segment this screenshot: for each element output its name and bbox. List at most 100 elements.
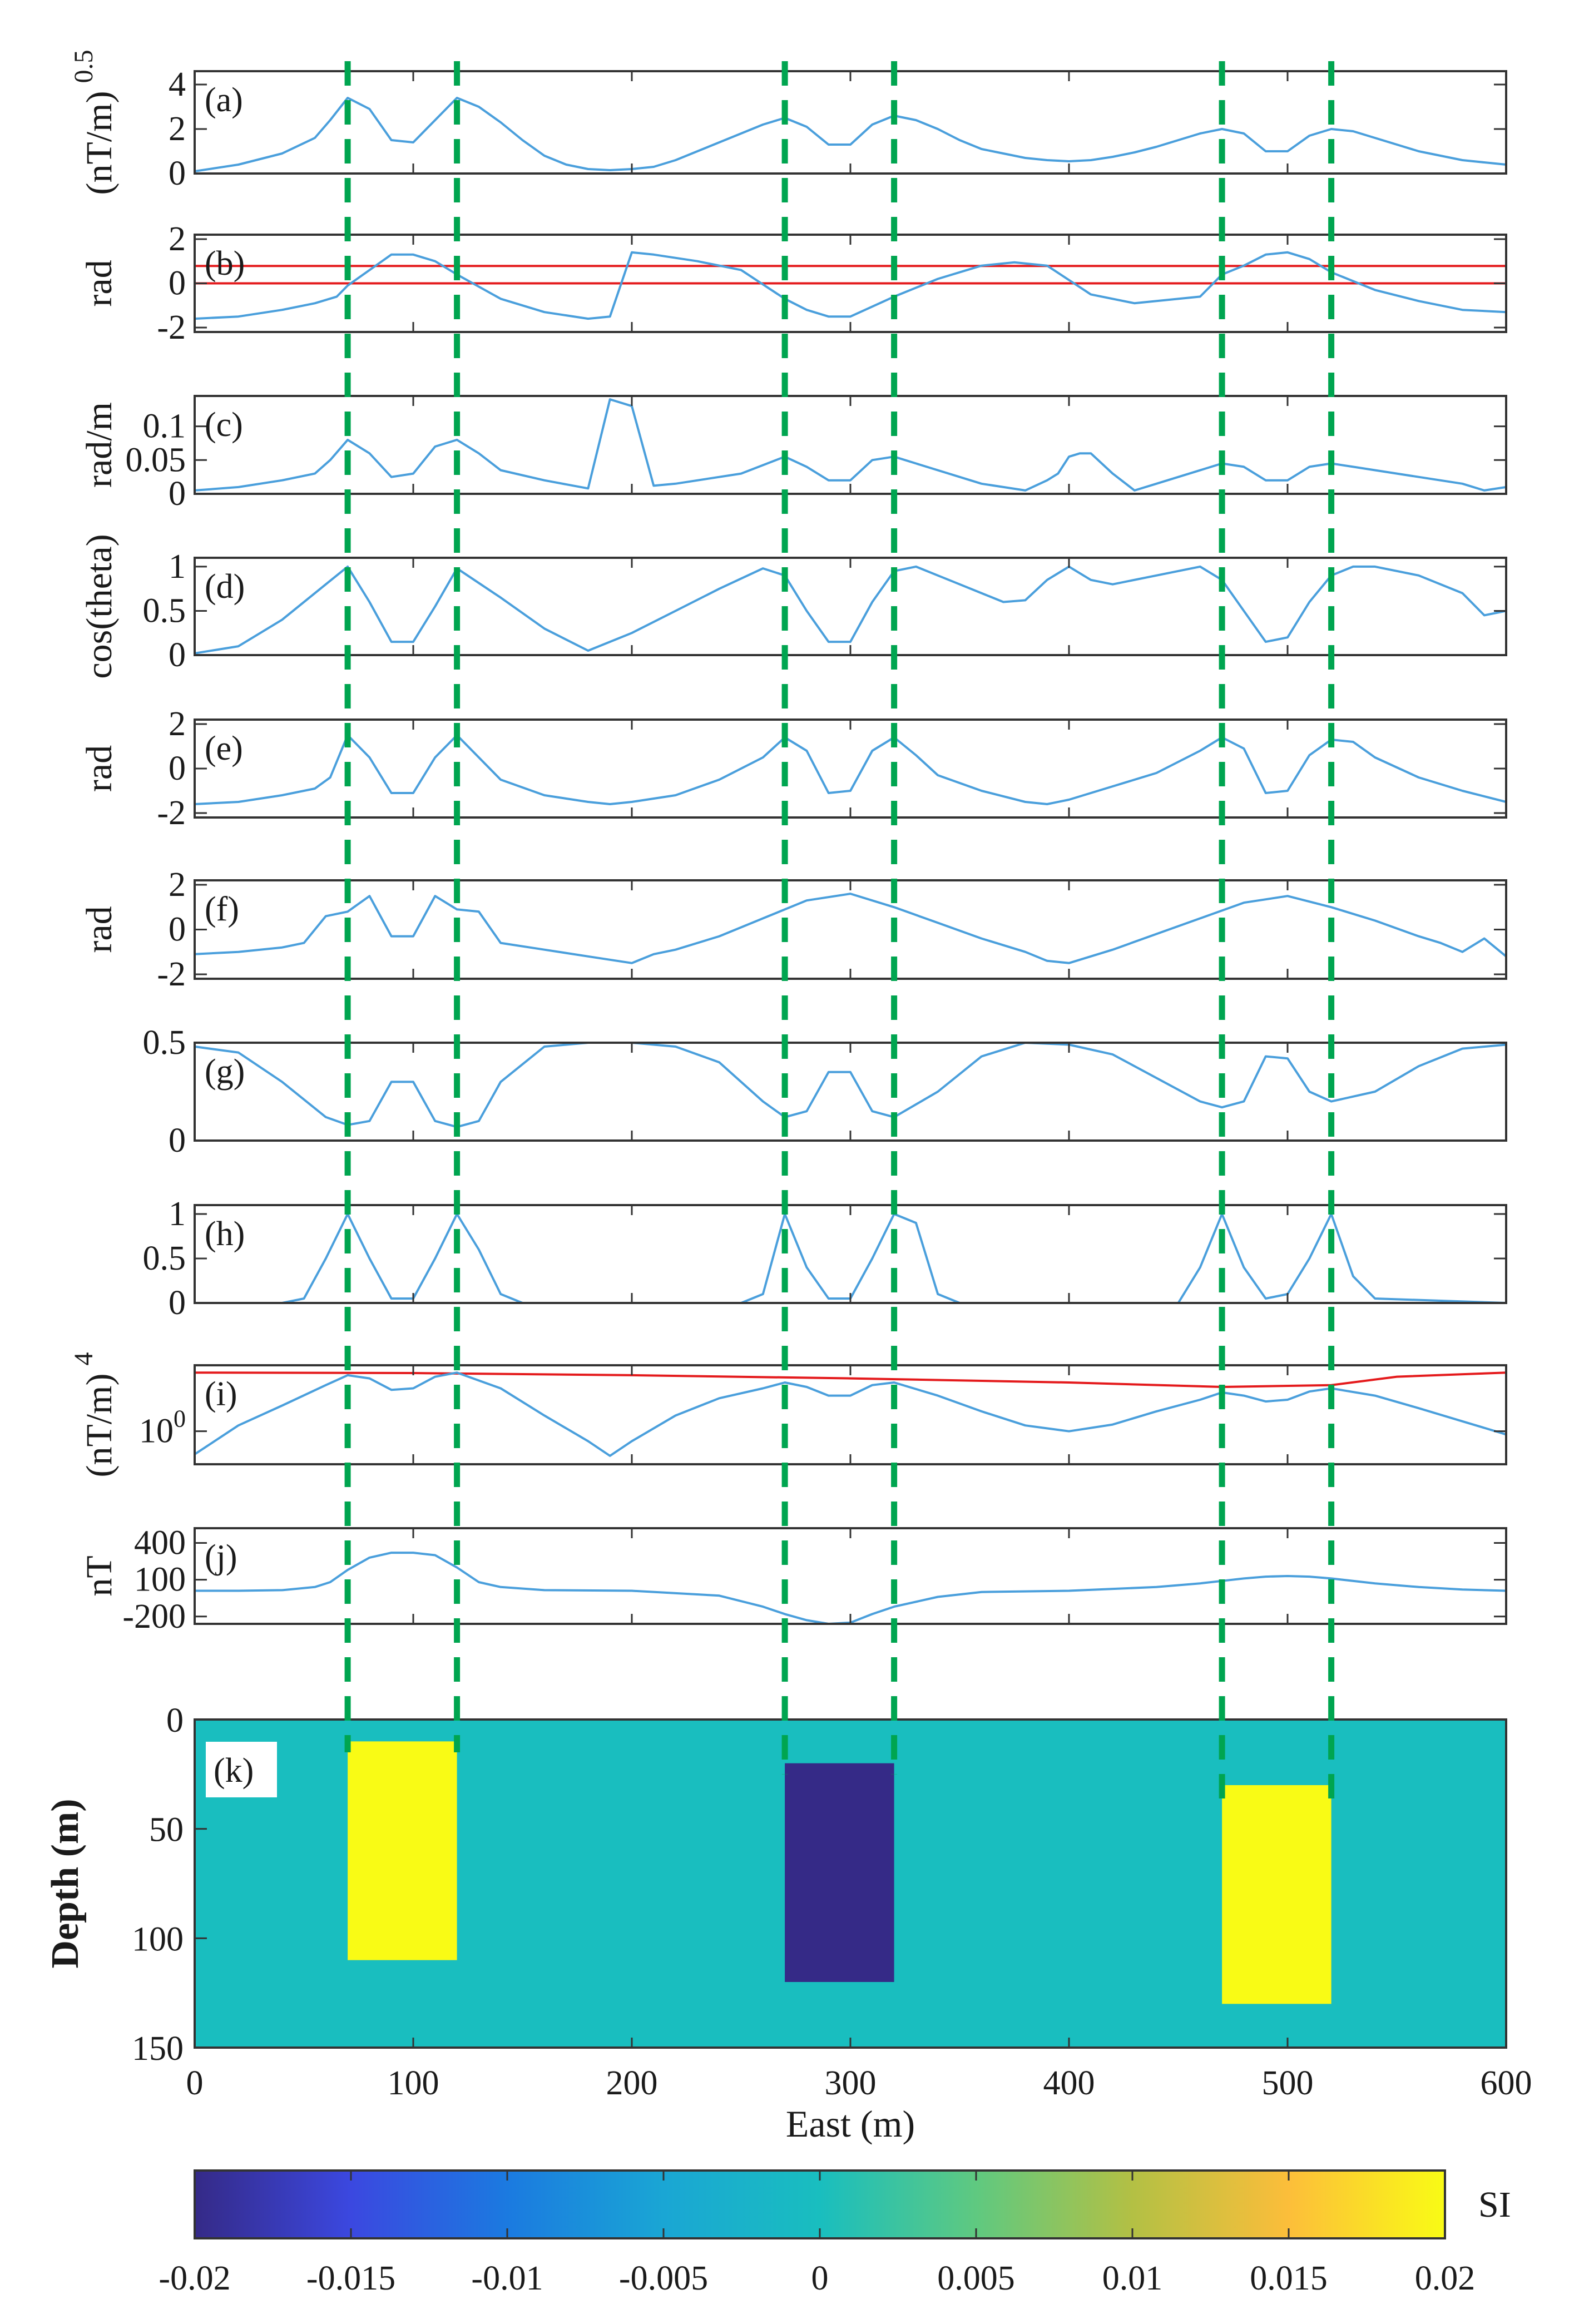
x-tick-label: 400 bbox=[1043, 2064, 1095, 2102]
series-line bbox=[195, 1552, 1507, 1625]
y-tick-label: 2 bbox=[169, 866, 186, 904]
colorbar-tick-label: 0.005 bbox=[937, 2259, 1015, 2297]
body-3 bbox=[1222, 1785, 1331, 2004]
y-tick-label: 0 bbox=[169, 1122, 186, 1159]
x-tick-label: 0 bbox=[186, 2064, 204, 2102]
panel-frame bbox=[194, 879, 1507, 980]
y-tick-label: -2 bbox=[157, 309, 186, 346]
panel-f: -2 0 2 (f) rad bbox=[79, 866, 1507, 993]
series-line bbox=[195, 1213, 1507, 1304]
y-tick-label: 0.05 bbox=[126, 441, 186, 479]
x-axis-label: East (m) bbox=[786, 2103, 915, 2145]
y-axis-label: rad/m bbox=[79, 402, 120, 488]
series-line bbox=[194, 97, 1507, 172]
y-tick-label: 100 bbox=[132, 1920, 184, 1958]
series-line bbox=[194, 734, 1507, 805]
y-tick-label: 100 bbox=[134, 1561, 186, 1599]
x-tick-label: 500 bbox=[1262, 2064, 1314, 2102]
y-tick-label: 0.1 bbox=[143, 408, 186, 445]
panel-b: -2 0 2 (b) rad bbox=[79, 220, 1507, 346]
series-line bbox=[194, 1042, 1507, 1128]
y-tick-label: 0 bbox=[169, 155, 186, 192]
colorbar-tick-label: -0.02 bbox=[159, 2259, 230, 2297]
y-tick-label: 0.5 bbox=[143, 1240, 186, 1277]
y-tick-label: 0 bbox=[169, 265, 186, 303]
panel-tag: (f) bbox=[205, 890, 239, 928]
y-tick-label: 2 bbox=[169, 110, 186, 148]
y-tick-label: 0 bbox=[169, 636, 186, 674]
panel-tag: (g) bbox=[205, 1053, 245, 1091]
panel-frame bbox=[194, 1204, 1507, 1304]
panel-frame bbox=[194, 70, 1507, 175]
panel-tag: (e) bbox=[205, 730, 243, 767]
panel-h: 0 0.5 1 (h) bbox=[143, 1195, 1507, 1322]
x-tick-label: 100 bbox=[388, 2064, 439, 2102]
y-axis-label: (nT/m)0.5 bbox=[69, 50, 120, 195]
y-tick-label: 0 bbox=[166, 1702, 184, 1740]
y-axis-label: (nT/m)4 bbox=[69, 1352, 120, 1478]
y-axis-label: rad bbox=[79, 260, 120, 306]
series-line bbox=[194, 893, 1507, 964]
y-tick-label: -2 bbox=[157, 794, 186, 832]
y-tick-label: 0 bbox=[169, 475, 186, 513]
colorbar-tick-label: 0.02 bbox=[1415, 2259, 1476, 2297]
panel-g: 0 0.5 (g) bbox=[143, 1024, 1507, 1159]
panel-e: -2 0 2 (e) rad bbox=[79, 705, 1507, 832]
panel-c: 00.050.1 (c) rad/m bbox=[79, 395, 1507, 513]
y-tick-label: -2 bbox=[157, 955, 186, 993]
y-tick-label: 50 bbox=[149, 1811, 184, 1849]
series-line bbox=[194, 398, 1507, 492]
section-tag: (k) bbox=[214, 1752, 254, 1790]
y-axis-label: rad bbox=[79, 745, 120, 792]
y-axis-label: rad bbox=[79, 906, 120, 953]
panel-tag: (j) bbox=[205, 1538, 237, 1576]
panel-tag: (i) bbox=[205, 1375, 237, 1413]
y-tick-label: 2 bbox=[169, 220, 186, 258]
series-line bbox=[194, 565, 1507, 655]
panel-i: 100 (i) (nT/m)4 bbox=[69, 1352, 1507, 1478]
reference-curve bbox=[194, 1371, 1507, 1389]
colorbar-label: SI bbox=[1478, 2184, 1511, 2225]
panel-tag: (c) bbox=[205, 406, 243, 444]
panel-frame bbox=[194, 718, 1507, 819]
x-tick-label: 600 bbox=[1481, 2064, 1532, 2102]
y-tick-label: 0 bbox=[169, 911, 186, 949]
panel-tag: (h) bbox=[205, 1215, 245, 1253]
series-line bbox=[194, 251, 1507, 320]
y-tick-label: 0 bbox=[169, 1284, 186, 1322]
colorbar-tick-label: -0.005 bbox=[619, 2259, 708, 2297]
y-axis-label: Depth (m) bbox=[44, 1798, 87, 1968]
y-axis-label: cos(theta) bbox=[79, 534, 120, 678]
y-tick-label: 1 bbox=[169, 548, 186, 586]
colorbar-tick-label: 0.015 bbox=[1250, 2259, 1328, 2297]
y-tick-label: 0.5 bbox=[143, 592, 186, 630]
colorbar-tick-label: 0 bbox=[811, 2259, 829, 2297]
panel-tag: (d) bbox=[205, 568, 245, 606]
panel-tag: (b) bbox=[205, 245, 245, 283]
body-1 bbox=[348, 1741, 457, 1960]
y-tick-label: 100 bbox=[139, 1405, 186, 1450]
colorbar: -0.02 -0.015 -0.01 -0.005 0 0.005 0.01 0.015 0.0… bbox=[159, 2169, 1511, 2297]
guide-lines bbox=[344, 61, 1335, 1807]
series-line bbox=[194, 1371, 1507, 1457]
y-tick-label: 400 bbox=[134, 1524, 186, 1562]
panel-tag: (a) bbox=[205, 81, 243, 119]
panel-d: 0 0.5 1 (d) cos(theta) bbox=[79, 534, 1507, 679]
y-tick-label: 150 bbox=[132, 2030, 184, 2068]
body-2 bbox=[785, 1763, 894, 1982]
colorbar-bar bbox=[194, 2169, 1446, 2239]
colorbar-tick-label: -0.015 bbox=[306, 2259, 395, 2297]
y-tick-label: 4 bbox=[169, 66, 186, 103]
y-tick-label: 1 bbox=[169, 1195, 186, 1233]
colorbar-tick-label: -0.01 bbox=[471, 2259, 543, 2297]
y-tick-label: 0 bbox=[169, 750, 186, 787]
section-tag-box bbox=[206, 1742, 277, 1797]
y-tick-label: 2 bbox=[169, 705, 186, 743]
colorbar-tick-label: 0.01 bbox=[1102, 2259, 1163, 2297]
x-tick-label: 200 bbox=[606, 2064, 658, 2102]
x-tick-label: 300 bbox=[825, 2064, 877, 2102]
y-tick-label: 0.5 bbox=[143, 1024, 186, 1062]
panel-frame bbox=[194, 1364, 1507, 1465]
